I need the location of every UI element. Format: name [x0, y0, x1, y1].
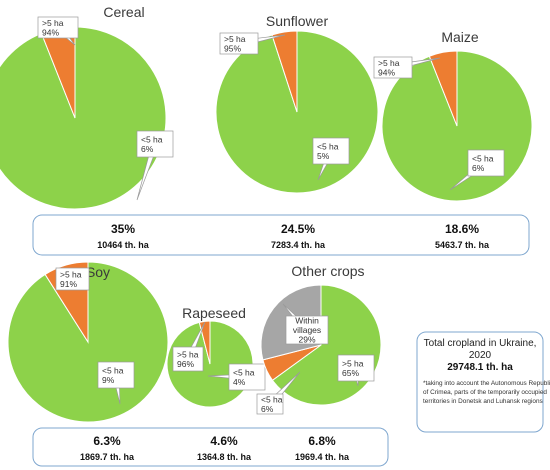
soy-callout-box [97, 361, 135, 389]
other-crops-callout-box [285, 315, 329, 345]
soy-callout-5-ha: <5 ha9% [97, 361, 135, 405]
rapeseed-slice-5-ha [198, 320, 211, 365]
total-cropland-box [416, 331, 544, 433]
sunflower-callout-label: <5 ha [317, 141, 339, 151]
total-cropland-title-line2: 2020 [469, 350, 492, 361]
sunflower-callout-5-ha: <5 ha5% [312, 137, 350, 181]
other-crops-area: 1969.4 th. ha [295, 452, 350, 462]
total-cropland-note-line: *taking into account the Autonomous Repu… [423, 380, 550, 387]
rapeseed-share: 4.6% [210, 434, 238, 448]
other-crops-title: Other crops [291, 263, 364, 279]
sunflower-callout-percent: 5% [317, 151, 330, 161]
maize-callout-box [373, 56, 413, 79]
soy-callout-percent: 9% [102, 375, 115, 385]
other-crops-callout-label: villages [293, 325, 321, 335]
soy-share: 6.3% [93, 434, 121, 448]
cereal-callout-label: >5 ha [42, 18, 64, 28]
rapeseed-callout-percent: 96% [177, 359, 194, 369]
other-crops-callout-label: <5 ha [261, 394, 283, 404]
total-cropland-note-line: of Crimea, parts of the temporarily occu… [423, 389, 547, 396]
maize-area: 5463.7 th. ha [435, 240, 490, 250]
other-crops-share: 6.8% [308, 434, 336, 448]
maize-callout-percent: 94% [378, 67, 395, 77]
cereal-callout-5-ha: <5 ha6% [136, 130, 174, 201]
soy-callout-label: >5 ha [60, 269, 82, 279]
sunflower-share: 24.5% [281, 222, 315, 236]
rapeseed-callout-label: <5 ha [233, 367, 255, 377]
cereal-slice-5-ha [0, 26, 167, 210]
sunflower-area: 7283.4 th. ha [271, 240, 326, 250]
maize-callout-percent: 6% [472, 163, 485, 173]
soy-area: 1869.7 th. ha [80, 452, 135, 462]
rapeseed-title: Rapeseed [182, 305, 246, 321]
rapeseed-area: 1364.8 th. ha [197, 452, 252, 462]
maize-slice-5-ha [428, 50, 458, 127]
soy-title: Soy [86, 264, 110, 280]
other-crops-callout-label: >5 ha [342, 358, 364, 368]
maize-callout-label: <5 ha [472, 153, 494, 163]
total-cropland-note-line: territories in Donetsk and Luhansk regio… [423, 398, 543, 405]
summary-box-bottom [32, 427, 389, 467]
cereal-share: 35% [111, 222, 135, 236]
sunflower-title: Sunflower [266, 13, 329, 29]
maize-callout-box [467, 149, 505, 177]
total-cropland: Total cropland in Ukraine, 2020 29748.1 … [423, 338, 550, 405]
rapeseed-callout-label: >5 ha [177, 349, 199, 359]
maize-callout-5-ha: <5 ha6% [449, 149, 505, 191]
cereal-title: Cereal [103, 4, 144, 20]
cereal-callout-box [136, 130, 174, 158]
cereal-callout-box [37, 16, 79, 39]
cereal-callout-label: <5 ha [141, 134, 163, 144]
summary-box-top [32, 214, 530, 256]
sunflower-callout-label: >5 ha [224, 34, 246, 44]
rapeseed-callout-box [228, 363, 266, 391]
other-crops-callout-percent: 29% [298, 335, 315, 345]
total-cropland-title-line1: Total cropland in Ukraine, [424, 338, 537, 349]
soy-callout-label: <5 ha [102, 365, 124, 375]
maize-title: Maize [441, 29, 479, 45]
other-crops-callout-box [337, 354, 375, 382]
other-crops-callout-box [256, 393, 284, 415]
other-crops-callout-percent: 6% [261, 404, 274, 414]
other-crops-callout-5-ha: <5 ha6% [256, 371, 301, 415]
rapeseed-callout-box [172, 346, 204, 372]
cereal-area: 10464 th. ha [97, 240, 150, 250]
other-crops-callout-percent: 65% [342, 368, 359, 378]
cereal-callout-percent: 6% [141, 144, 154, 154]
soy-callout-percent: 91% [60, 279, 77, 289]
maize-callout-label: >5 ha [378, 58, 400, 68]
sunflower-callout-box [312, 137, 350, 165]
sunflower-slice-5-ha [271, 30, 298, 113]
rapeseed-callout-percent: 4% [233, 377, 246, 387]
other-crops-callout-label: Within [295, 316, 319, 326]
sunflower-callout-box [219, 32, 259, 55]
total-cropland-value: 29748.1 th. ha [447, 362, 513, 373]
sunflower-callout-percent: 95% [224, 43, 241, 53]
maize-share: 18.6% [445, 222, 479, 236]
cereal-callout-percent: 94% [42, 27, 59, 37]
soy-callout-box [55, 267, 90, 291]
rapeseed-callout-5-ha: <5 ha4% [207, 363, 266, 391]
